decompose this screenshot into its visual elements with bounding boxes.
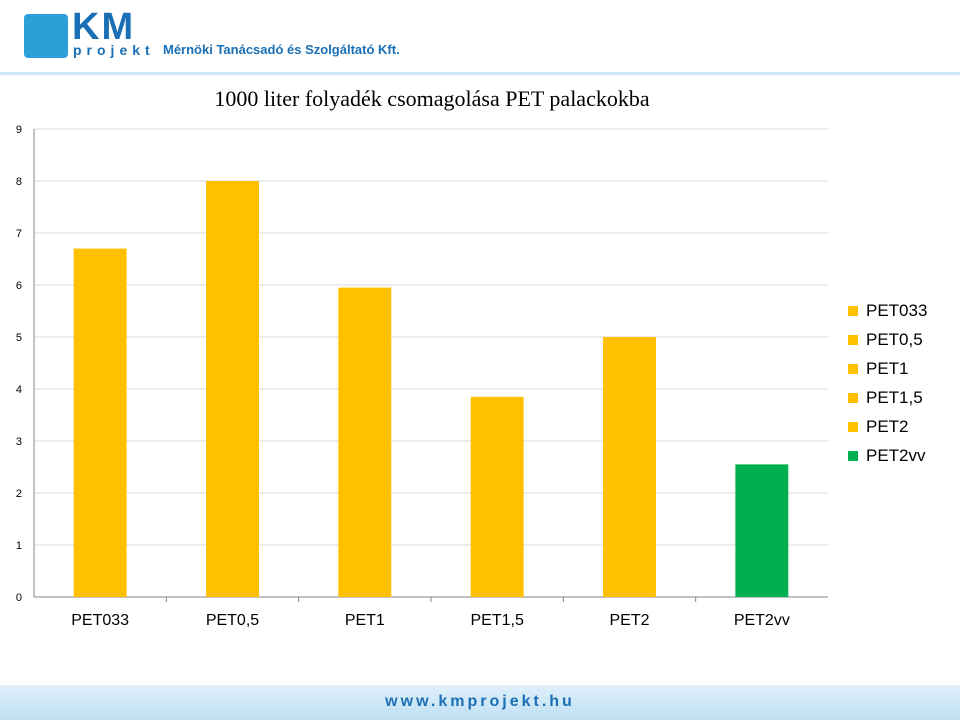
legend-label: PET0,5 — [866, 329, 923, 349]
x-tick-label: PET2vv — [734, 612, 790, 629]
legend-label: PET033 — [866, 300, 928, 320]
chart-legend: PET033 PET0,5 PET1 PET1,5 PET2 PET2vv — [848, 296, 927, 470]
bar-pet1 — [338, 287, 392, 597]
legend-item: PET033 — [848, 296, 927, 325]
y-tick-label: 1 — [16, 540, 22, 552]
x-tick-label: PET1,5 — [470, 612, 523, 629]
legend-item: PET0,5 — [848, 325, 927, 354]
bar-pet2vv — [735, 464, 789, 597]
company-tagline: Mérnöki Tanácsadó és Szolgáltató Kft. — [163, 42, 400, 57]
bar-pet033 — [73, 248, 127, 597]
bar-pet15 — [470, 396, 524, 597]
leaf-logo-icon — [24, 14, 68, 58]
header-divider — [0, 72, 960, 75]
legend-label: PET1,5 — [866, 387, 923, 407]
y-tick-label: 4 — [16, 384, 22, 396]
bar-pet05 — [206, 181, 259, 597]
legend-swatch — [848, 363, 858, 374]
logo-text: KM — [72, 6, 136, 48]
legend-label: PET1 — [866, 358, 909, 378]
legend-label: PET2 — [866, 416, 909, 436]
y-tick-label: 2 — [16, 488, 22, 500]
legend-swatch — [848, 421, 858, 432]
legend-item: PET2vv — [848, 441, 927, 470]
legend-label: PET2vv — [866, 445, 926, 465]
footer: www.kmprojekt.hu — [0, 685, 960, 720]
legend-swatch — [848, 392, 858, 403]
y-tick-label: 8 — [16, 176, 22, 188]
x-tick-label: PET033 — [71, 612, 129, 629]
x-tick-label: PET1 — [345, 612, 385, 629]
legend-swatch — [848, 334, 858, 345]
legend-item: PET1 — [848, 354, 927, 383]
x-tick-label: PET2 — [609, 612, 649, 629]
y-tick-label: 6 — [16, 280, 22, 292]
legend-swatch — [848, 450, 858, 461]
logo-subtext: projekt — [73, 42, 155, 58]
chart-title: 1000 liter folyadék csomagolása PET pala… — [214, 86, 650, 111]
footer-url: www.kmprojekt.hu — [385, 693, 575, 710]
legend-item: PET1,5 — [848, 383, 927, 412]
y-tick-label: 3 — [16, 436, 22, 448]
header: KM projekt Mérnöki Tanácsadó és Szolgált… — [0, 0, 960, 72]
x-tick-label: PET0,5 — [206, 612, 259, 629]
y-tick-label: 9 — [16, 124, 22, 136]
bar-pet2 — [603, 337, 656, 597]
y-tick-label: 7 — [16, 228, 22, 240]
legend-swatch — [848, 305, 858, 316]
legend-item: PET2 — [848, 412, 927, 441]
y-tick-label: 0 — [16, 592, 22, 604]
y-tick-label: 5 — [16, 332, 22, 344]
